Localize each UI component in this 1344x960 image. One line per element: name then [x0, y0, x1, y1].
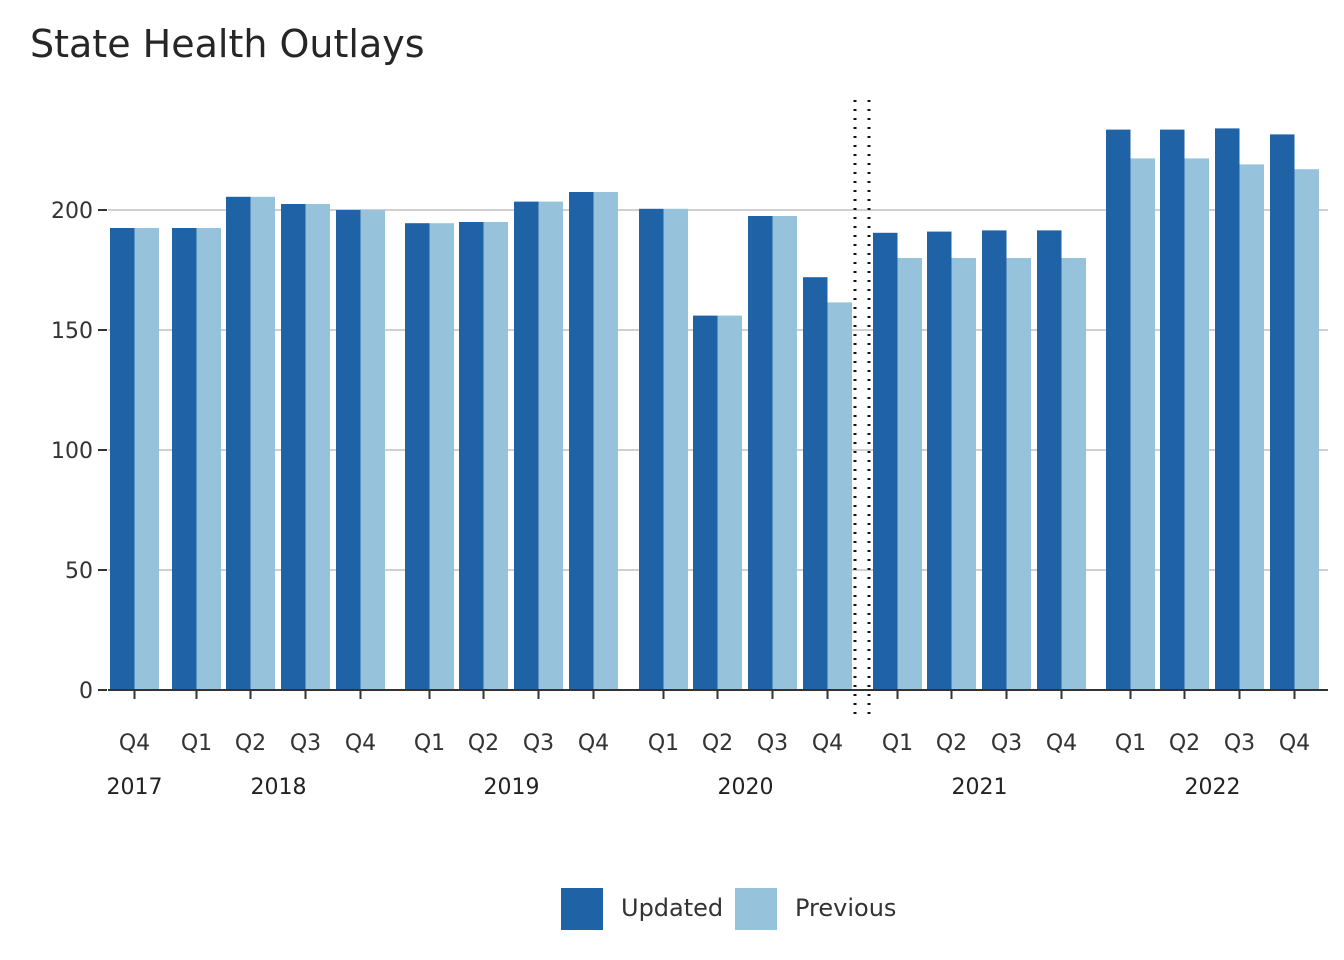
- x-tick-label-quarter: Q1: [181, 731, 212, 756]
- x-tick-label-quarter: Q1: [414, 731, 445, 756]
- x-tick-label-quarter: Q2: [1169, 731, 1200, 756]
- bar-previous: [827, 302, 852, 690]
- bar-updated: [459, 222, 484, 690]
- x-tick-label-quarter: Q3: [991, 731, 1022, 756]
- legend-label-updated: Updated: [621, 894, 724, 922]
- chart-title: State Health Outlays: [30, 22, 425, 66]
- x-tick-label-quarter: Q4: [1279, 731, 1310, 756]
- x-tick-label-quarter: Q3: [1224, 731, 1255, 756]
- bar-updated: [639, 208, 664, 691]
- x-tick-label-quarter: Q3: [523, 731, 554, 756]
- x-tick-label-year: 2022: [1185, 775, 1241, 800]
- bar-previous: [1239, 164, 1264, 690]
- y-tick-label: 100: [51, 439, 93, 464]
- bar-updated: [1215, 128, 1240, 690]
- x-tick-label-quarter: Q3: [757, 731, 788, 756]
- bar-previous: [538, 201, 563, 690]
- bar-previous: [360, 210, 385, 690]
- bar-previous: [196, 228, 221, 690]
- x-tick-label-quarter: Q2: [702, 731, 733, 756]
- bar-updated: [405, 223, 430, 690]
- x-tick-label-year: 2019: [484, 775, 540, 800]
- bar-previous: [1294, 169, 1319, 690]
- bar-previous: [717, 315, 742, 690]
- bar-updated: [748, 216, 773, 690]
- bar-previous: [951, 258, 976, 690]
- y-tick-label: 0: [79, 679, 93, 704]
- bar-previous: [250, 196, 275, 691]
- legend-item-updated: Updated: [561, 886, 731, 930]
- x-tick-label-quarter: Q1: [1115, 731, 1146, 756]
- bar-previous: [134, 228, 159, 690]
- x-tick-label-quarter: Q4: [119, 731, 150, 756]
- bar-previous: [1006, 258, 1031, 690]
- bar-updated: [569, 192, 594, 690]
- bar-previous: [1130, 158, 1155, 690]
- bar-previous: [1061, 258, 1086, 690]
- bar-updated: [693, 315, 718, 690]
- bar-previous: [663, 208, 688, 691]
- y-tick-label: 150: [51, 319, 93, 344]
- bar-updated: [226, 196, 251, 691]
- x-tick-label-quarter: Q2: [468, 731, 499, 756]
- x-tick-label-quarter: Q1: [648, 731, 679, 756]
- x-tick-label-quarter: Q2: [235, 731, 266, 756]
- legend-swatch-updated: [561, 888, 603, 930]
- x-tick-label-year: 2020: [718, 775, 774, 800]
- x-tick-label-year: 2018: [251, 775, 307, 800]
- x-tick-label-quarter: Q4: [812, 731, 843, 756]
- bar-updated: [1037, 230, 1062, 690]
- legend-swatch-previous: [735, 888, 777, 930]
- bar-updated: [927, 231, 952, 690]
- bar-updated: [803, 277, 828, 690]
- bar-previous: [1184, 158, 1209, 690]
- bar-previous: [897, 258, 922, 690]
- x-tick-label-quarter: Q4: [345, 731, 376, 756]
- bar-updated: [110, 228, 135, 690]
- legend-item-previous: Previous: [735, 886, 915, 930]
- bar-updated: [982, 230, 1007, 690]
- legend-label-previous: Previous: [795, 894, 897, 922]
- bar-previous: [483, 222, 508, 690]
- bar-previous: [429, 223, 454, 690]
- legend: Updated Previous: [0, 886, 1344, 930]
- x-tick-label-quarter: Q1: [882, 731, 913, 756]
- x-tick-label-quarter: Q4: [1046, 731, 1077, 756]
- bar-previous: [305, 204, 330, 690]
- bar-updated: [873, 232, 898, 691]
- bar-previous: [593, 192, 618, 690]
- bar-updated: [1270, 134, 1295, 690]
- bar-updated: [514, 201, 539, 690]
- y-tick-label: 200: [51, 199, 93, 224]
- bar-updated: [336, 210, 361, 690]
- x-tick-label-quarter: Q3: [290, 731, 321, 756]
- bar-updated: [172, 228, 197, 690]
- bar-chart: 0 50 100 150 200 Q4 Q1 Q2 Q3 Q4 Q1 Q2 Q3 Q4 Q1 Q2 Q3 Q4 Q1…: [51, 100, 1328, 800]
- bar-previous: [772, 216, 797, 690]
- x-tick-label-year: 2021: [952, 775, 1008, 800]
- y-tick-label: 50: [65, 559, 93, 584]
- x-tick-label-quarter: Q2: [936, 731, 967, 756]
- bar-updated: [1106, 129, 1131, 691]
- x-tick-label-year: 2017: [107, 775, 163, 800]
- bar-updated: [1160, 129, 1185, 691]
- x-tick-label-quarter: Q4: [578, 731, 609, 756]
- bar-updated: [281, 204, 306, 690]
